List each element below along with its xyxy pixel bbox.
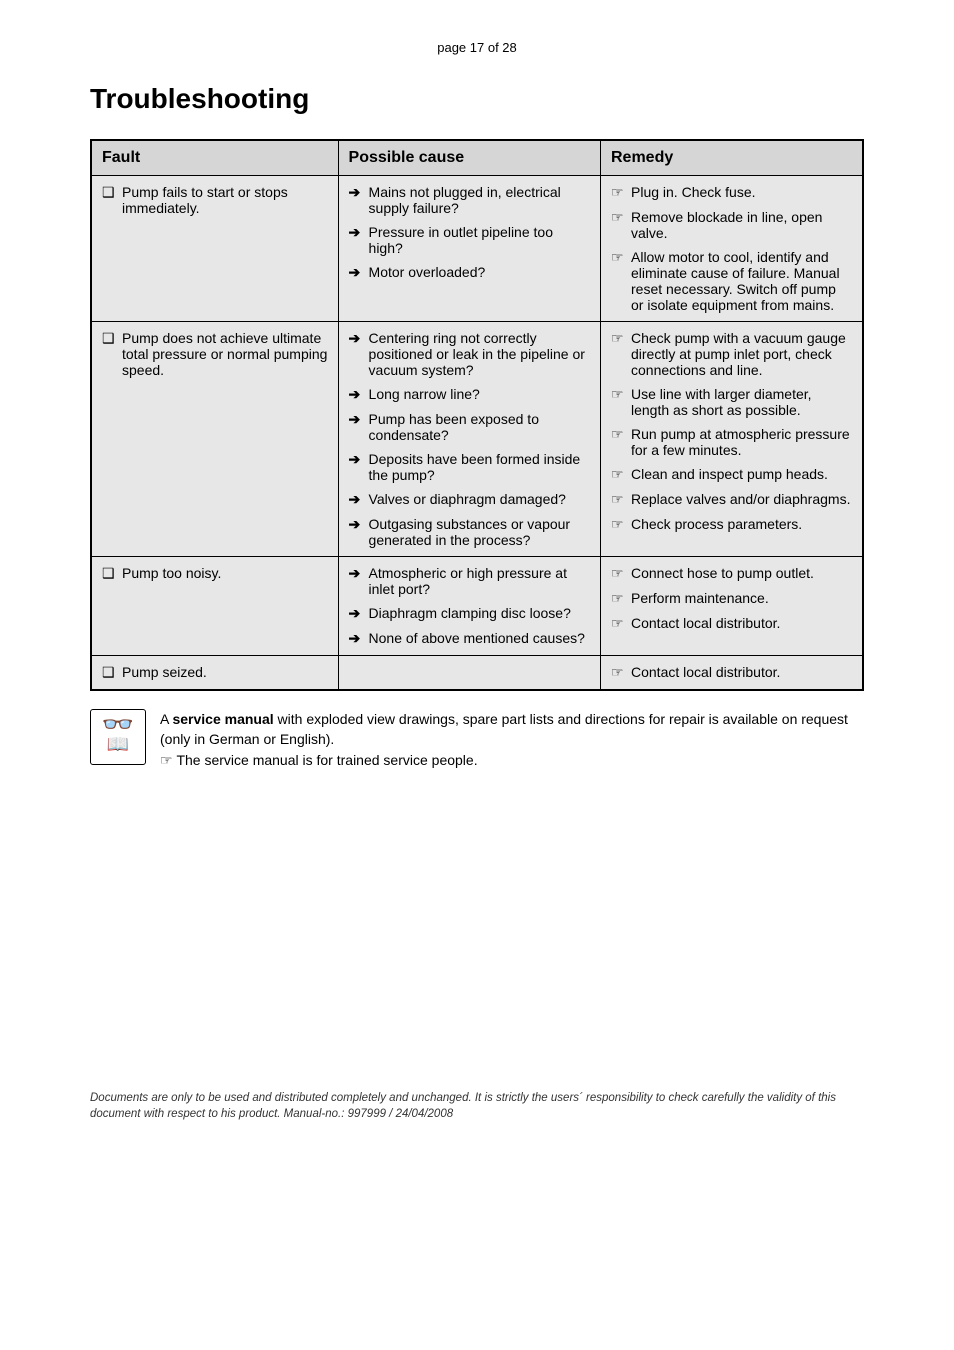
- remedy-cell: ☞Connect hose to pump outlet.☞Perform ma…: [601, 557, 864, 656]
- cause-cell: ➔Centering ring not correctly positioned…: [338, 322, 600, 557]
- service-manual-note: A service manual with exploded view draw…: [160, 709, 864, 770]
- cause-cell: [338, 656, 600, 691]
- page-number: page 17 of 28: [90, 40, 864, 55]
- page-title: Troubleshooting: [90, 83, 864, 115]
- fault-cell: ❑Pump does not achieve ultimate total pr…: [91, 322, 338, 557]
- fault-cell: ❑Pump seized.: [91, 656, 338, 691]
- troubleshooting-table: Fault Possible cause Remedy ❑Pump fails …: [90, 139, 864, 691]
- cause-cell: ➔Atmospheric or high pressure at inlet p…: [338, 557, 600, 656]
- cause-cell: ➔Mains not plugged in, electrical supply…: [338, 176, 600, 322]
- footer-disclaimer: Documents are only to be used and distri…: [0, 1090, 954, 1162]
- col-remedy: Remedy: [601, 140, 864, 176]
- fault-cell: ❑Pump fails to start or stops immediatel…: [91, 176, 338, 322]
- fault-cell: ❑Pump too noisy.: [91, 557, 338, 656]
- remedy-cell: ☞Contact local distributor.: [601, 656, 864, 691]
- col-fault: Fault: [91, 140, 338, 176]
- col-cause: Possible cause: [338, 140, 600, 176]
- service-manual-icon: 👓 📖: [90, 709, 146, 765]
- remedy-cell: ☞Plug in. Check fuse.☞Remove blockade in…: [601, 176, 864, 322]
- remedy-cell: ☞Check pump with a vacuum gauge directly…: [601, 322, 864, 557]
